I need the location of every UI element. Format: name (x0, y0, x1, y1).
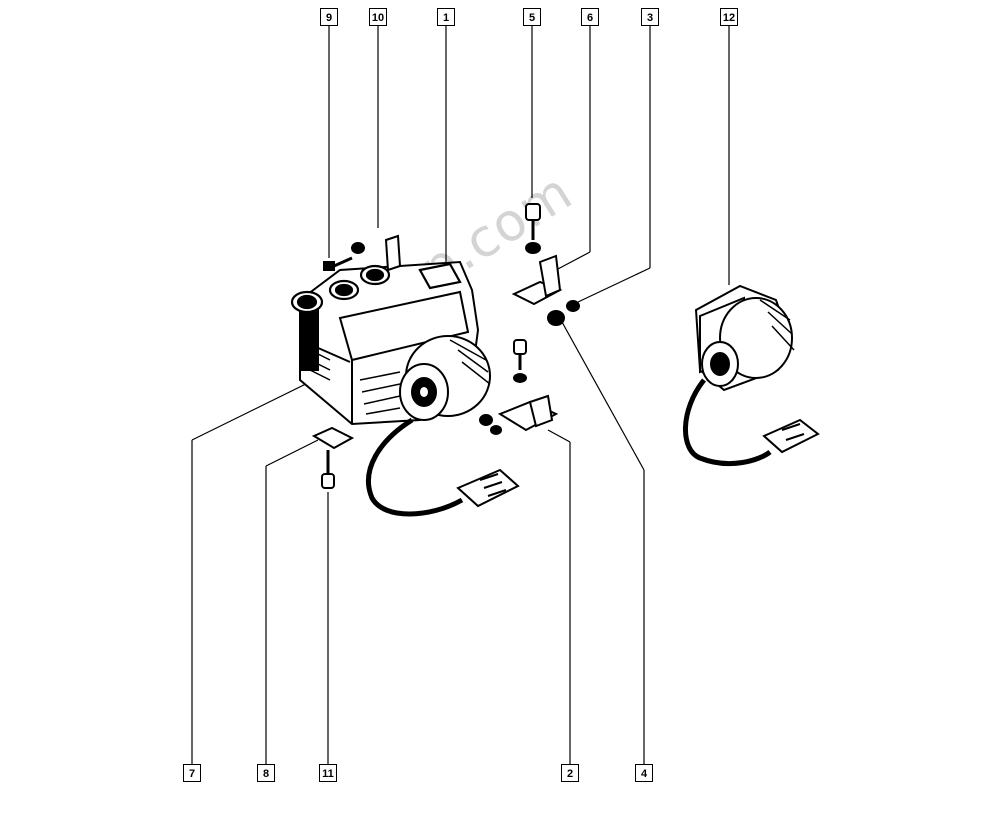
callout-6: 6 (581, 8, 599, 26)
callout-4: 4 (635, 764, 653, 782)
callout-5: 5 (523, 8, 541, 26)
fan-motor (399, 335, 491, 421)
bracket-bottom (479, 339, 559, 435)
callout-11: 11 (319, 764, 337, 782)
callout-8: 8 (257, 764, 275, 782)
callout-3: 3 (641, 8, 659, 26)
callout-9: 9 (320, 8, 338, 26)
bracket-top (511, 203, 580, 326)
callout-2: 2 (561, 764, 579, 782)
spare-fan-motor (683, 284, 820, 467)
callout-7: 7 (183, 764, 201, 782)
callout-1: 1 (437, 8, 455, 26)
cable-connector (366, 417, 520, 517)
bolt-bracket-left (323, 234, 402, 272)
callout-10: 10 (369, 8, 387, 26)
clip-screw-bottom (311, 426, 355, 489)
callout-12: 12 (720, 8, 738, 26)
duct-ports (290, 262, 462, 314)
